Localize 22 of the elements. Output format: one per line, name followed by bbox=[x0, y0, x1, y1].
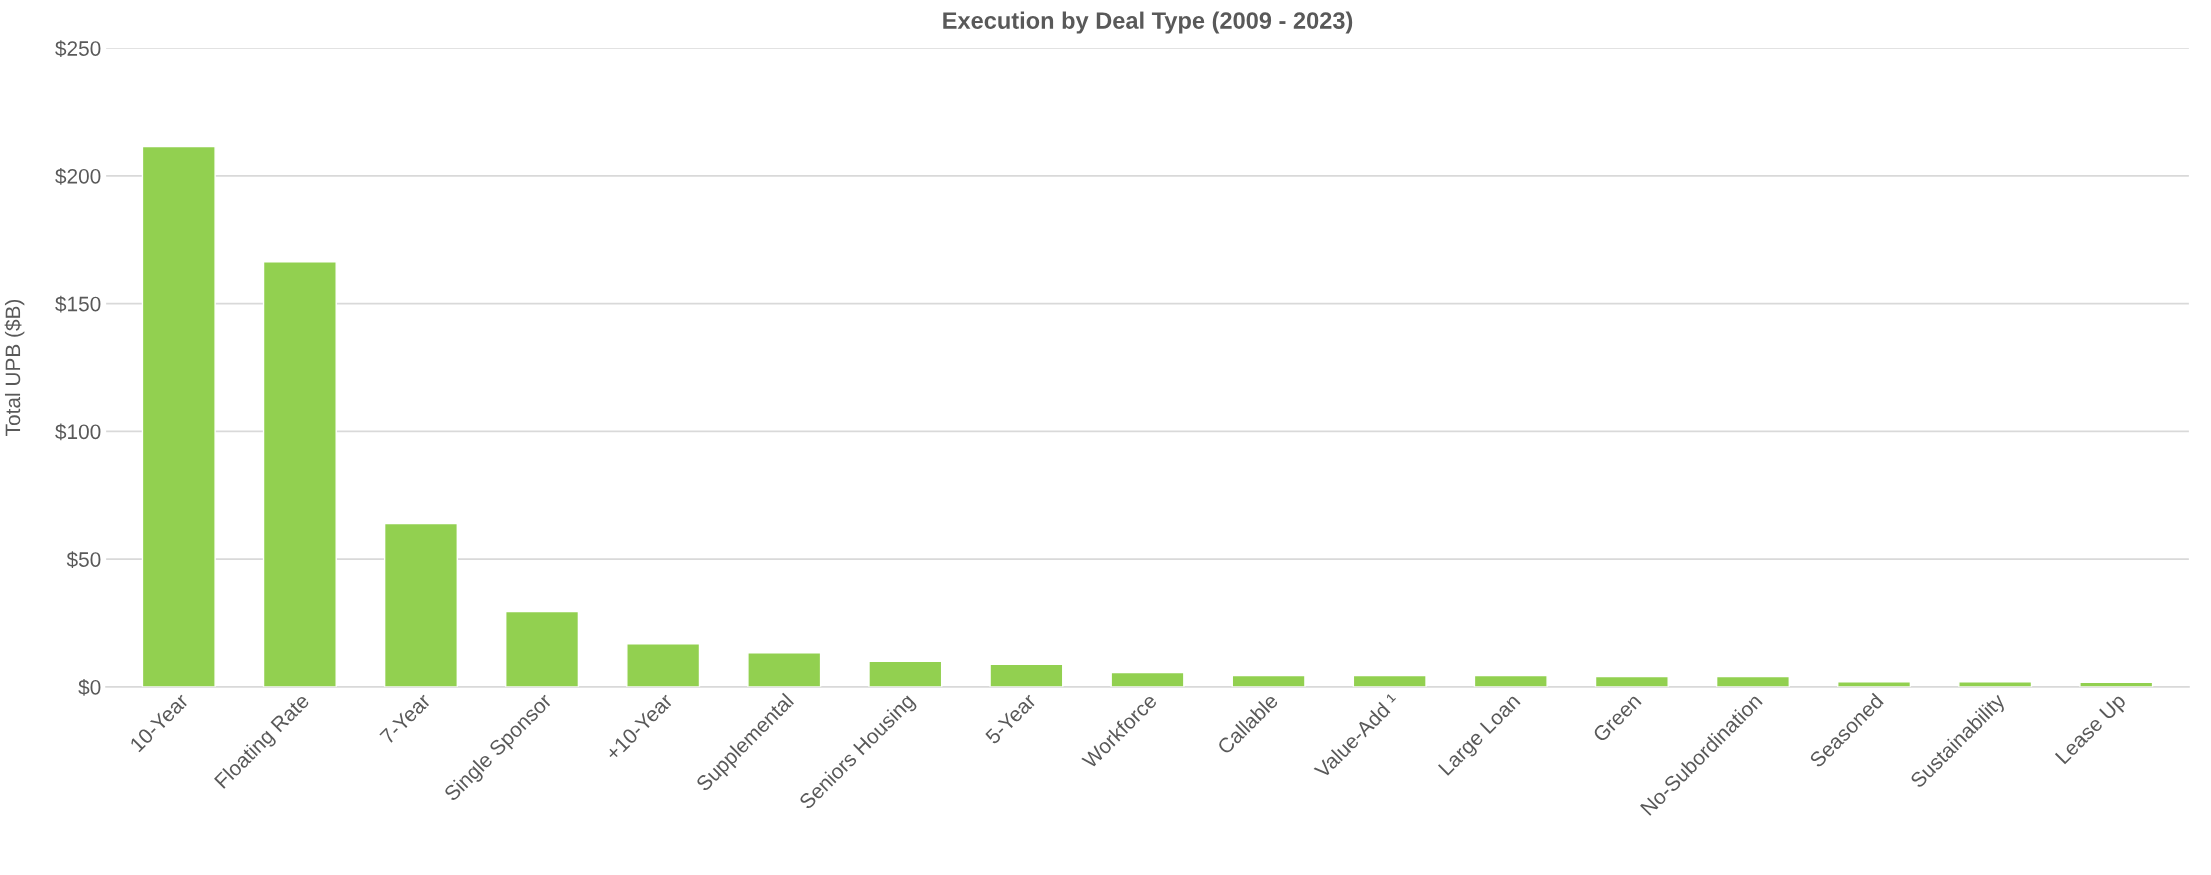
bar bbox=[1231, 674, 1306, 687]
bar bbox=[747, 652, 822, 687]
bar bbox=[1352, 674, 1427, 687]
y-tick-label: $200 bbox=[55, 168, 101, 185]
y-tick-label: $0 bbox=[78, 679, 101, 696]
y-tick-label: $150 bbox=[55, 295, 101, 313]
y-axis-title: Total UPB ($B) bbox=[4, 299, 25, 436]
bar bbox=[868, 660, 943, 687]
bar bbox=[1594, 675, 1669, 687]
bar bbox=[1473, 674, 1548, 687]
y-tick-label: $100 bbox=[55, 423, 101, 441]
y-tick-label: $250 bbox=[55, 40, 101, 58]
y-tick-label: $50 bbox=[66, 551, 101, 569]
chart-title: Execution by Deal Type (2009 - 2023) bbox=[943, 11, 1353, 34]
bar bbox=[989, 663, 1064, 687]
bar bbox=[262, 261, 337, 687]
bar bbox=[141, 145, 216, 687]
bar bbox=[1110, 671, 1185, 687]
bar bbox=[383, 522, 458, 687]
bar bbox=[626, 643, 701, 687]
bar bbox=[505, 610, 580, 687]
bar bbox=[1715, 675, 1790, 687]
